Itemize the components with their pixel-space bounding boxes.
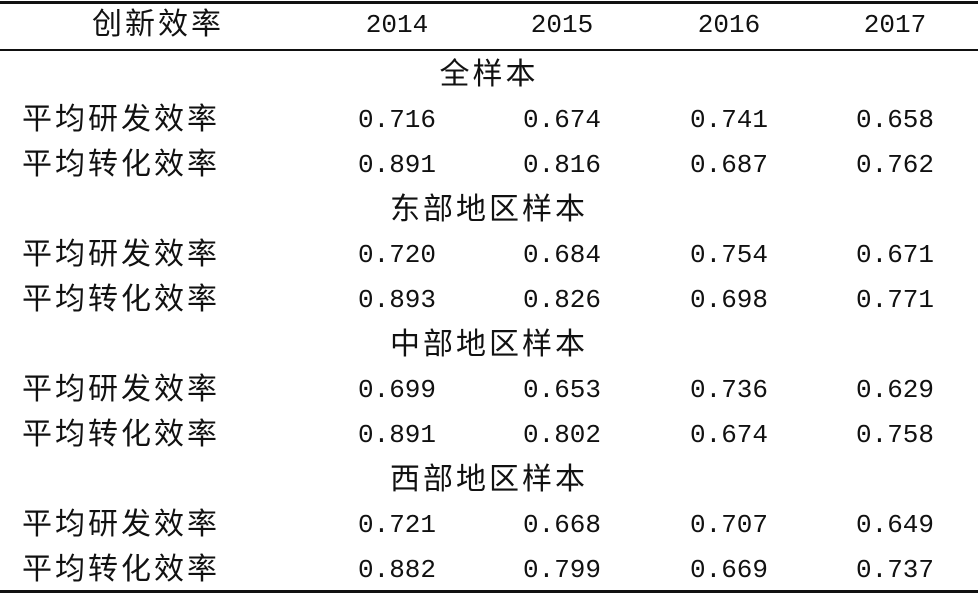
header-cell: 2014 <box>365 10 429 40</box>
row-label: 平均研发效率 <box>22 102 220 137</box>
cell-value: 0.826 <box>522 285 602 315</box>
row-label: 平均转化效率 <box>22 417 220 452</box>
cell-value: 0.674 <box>689 420 769 450</box>
cell-value: 0.707 <box>689 510 769 540</box>
cell-value: 0.653 <box>522 375 602 405</box>
cell-value: 0.891 <box>357 420 437 450</box>
cell-value: 0.674 <box>522 105 602 135</box>
section-title: 全样本 <box>439 57 539 92</box>
cell-value: 0.754 <box>689 240 769 270</box>
row-label: 平均转化效率 <box>22 552 220 587</box>
section-title: 中部地区样本 <box>390 327 588 362</box>
cell-value: 0.629 <box>855 375 935 405</box>
cell-value: 0.758 <box>855 420 935 450</box>
header-cell: 2017 <box>863 10 927 40</box>
cell-value: 0.736 <box>689 375 769 405</box>
section-title: 西部地区样本 <box>390 462 588 497</box>
cell-value: 0.737 <box>855 555 935 585</box>
top-rule <box>0 1 978 4</box>
cell-value: 0.716 <box>357 105 437 135</box>
cell-value: 0.799 <box>522 555 602 585</box>
cell-value: 0.741 <box>689 105 769 135</box>
cell-value: 0.721 <box>357 510 437 540</box>
cell-value: 0.698 <box>689 285 769 315</box>
cell-value: 0.668 <box>522 510 602 540</box>
row-label: 平均转化效率 <box>22 282 220 317</box>
header-cell: 创新效率 <box>92 7 224 42</box>
row-label: 平均研发效率 <box>22 372 220 407</box>
cell-value: 0.687 <box>689 150 769 180</box>
cell-value: 0.802 <box>522 420 602 450</box>
row-label: 平均转化效率 <box>22 147 220 182</box>
cell-value: 0.671 <box>855 240 935 270</box>
row-label: 平均研发效率 <box>22 237 220 272</box>
row-label: 平均研发效率 <box>22 507 220 542</box>
cell-value: 0.893 <box>357 285 437 315</box>
section-title: 东部地区样本 <box>390 192 588 227</box>
cell-value: 0.720 <box>357 240 437 270</box>
cell-value: 0.649 <box>855 510 935 540</box>
header-cell: 2015 <box>530 10 594 40</box>
cell-value: 0.771 <box>855 285 935 315</box>
cell-value: 0.699 <box>357 375 437 405</box>
cell-value: 0.684 <box>522 240 602 270</box>
cell-value: 0.658 <box>855 105 935 135</box>
bottom-rule <box>0 590 978 593</box>
header-rule <box>0 49 978 51</box>
cell-value: 0.891 <box>357 150 437 180</box>
cell-value: 0.762 <box>855 150 935 180</box>
cell-value: 0.882 <box>357 555 437 585</box>
cell-value: 0.816 <box>522 150 602 180</box>
cell-value: 0.669 <box>689 555 769 585</box>
header-cell: 2016 <box>697 10 761 40</box>
